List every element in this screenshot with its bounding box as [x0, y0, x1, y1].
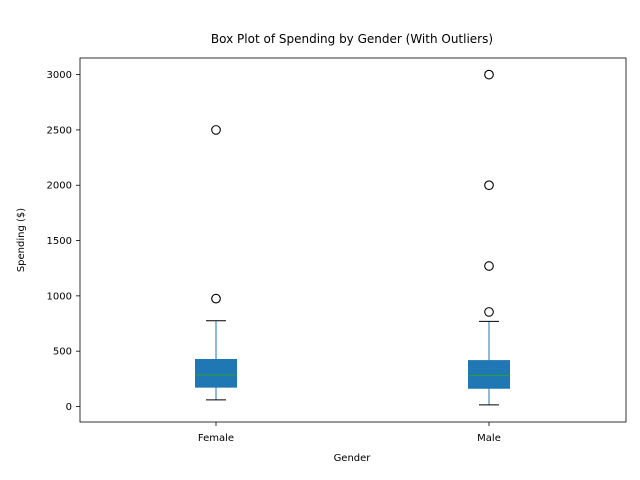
- y-axis-label: Spending ($): [16, 208, 27, 272]
- y-tick-label-1000: 1000: [47, 291, 72, 302]
- x-tick-label-male: Male: [477, 433, 501, 444]
- axes: Female Male 0 500 1000 1500 2000 2500 3000: [47, 70, 501, 444]
- y-tick-label-500: 500: [53, 347, 72, 358]
- y-tick-label-1500: 1500: [47, 236, 72, 247]
- x-tick-label-female: Female: [198, 433, 234, 444]
- plot-area: [195, 69, 510, 406]
- y-tick-label-2000: 2000: [47, 181, 72, 192]
- outlier-point-female-1: [211, 293, 221, 304]
- y-tick-label-3000: 3000: [47, 70, 72, 81]
- outlier-point-male-1: [484, 307, 494, 317]
- box-group-male: [468, 69, 510, 406]
- outlier-point-female-2: [211, 125, 221, 135]
- box-group-female: [195, 125, 237, 401]
- plot-frame: [79, 57, 627, 423]
- outlier-point-male-3: [484, 180, 494, 191]
- y-tick-label-2500: 2500: [47, 125, 72, 136]
- box-male: [468, 360, 510, 389]
- outlier-point-male-4: [484, 69, 494, 80]
- box-female: [195, 358, 237, 388]
- y-tick-label-0: 0: [66, 402, 72, 413]
- outlier-point-male-2: [484, 261, 494, 271]
- x-axis-label: Gender: [334, 453, 372, 464]
- chart-title: Box Plot of Spending by Gender (With Out…: [211, 32, 493, 46]
